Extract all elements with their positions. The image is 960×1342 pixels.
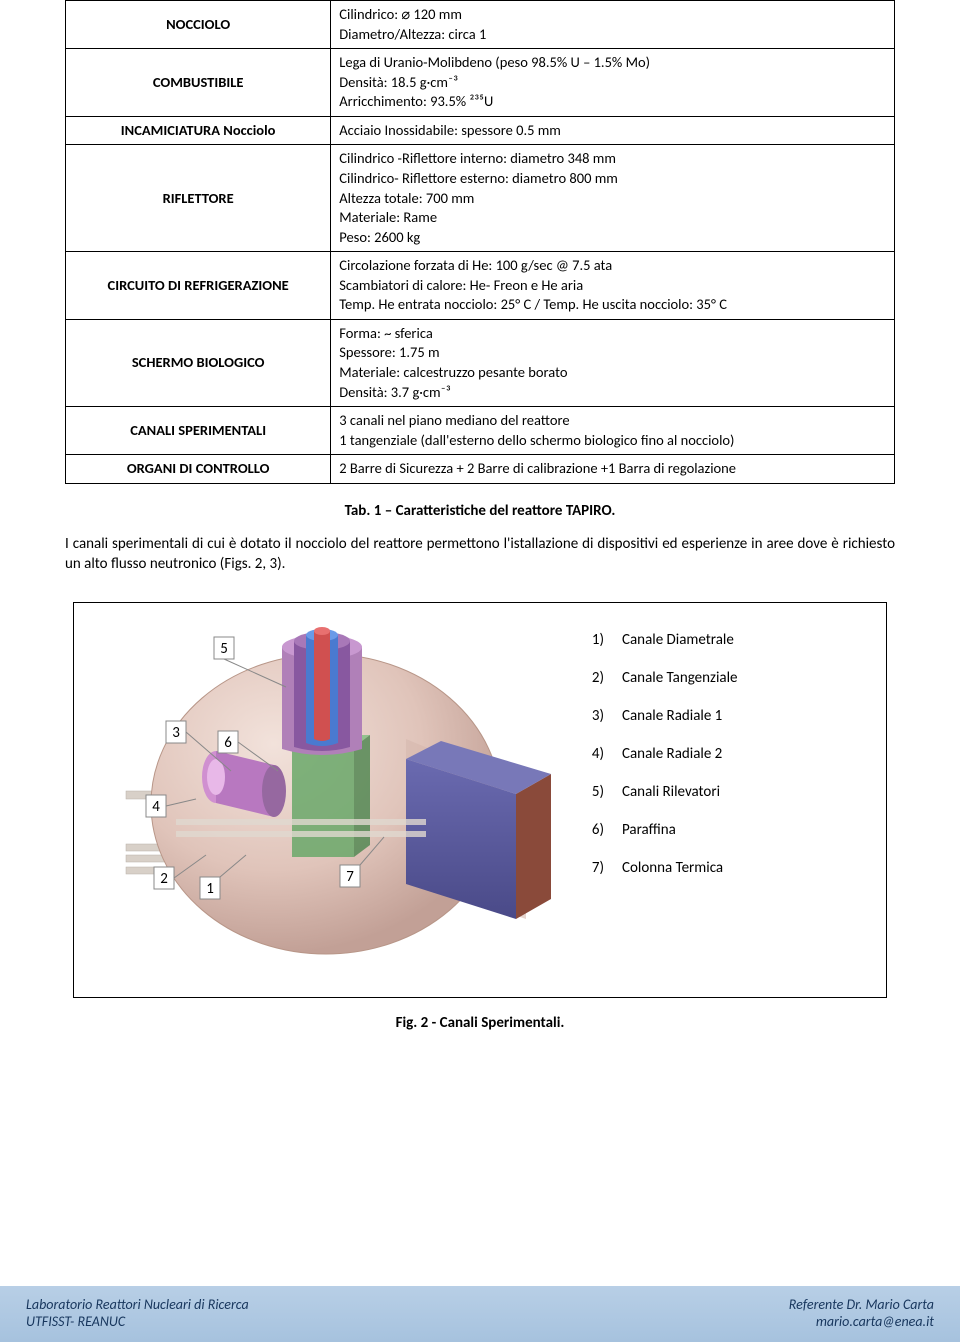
row-value: 3 canali nel piano mediano del reattore1… — [331, 407, 895, 455]
row-value: Cilindrico -Riflettore interno: diametro… — [331, 145, 895, 252]
figure-image: 5 3 6 4 2 1 7 — [96, 619, 556, 959]
row-label: CANALI SPERIMENTALI — [66, 407, 331, 455]
legend-label: Canali Rilevatori — [622, 783, 720, 801]
legend-item: 6) Paraffina — [586, 821, 738, 839]
legend-item: 1) Canale Diametrale — [586, 631, 738, 649]
row-label: SCHERMO BIOLOGICO — [66, 319, 331, 406]
figure-legend: 1) Canale Diametrale 2) Canale Tangenziale 3… — [586, 619, 738, 897]
footer-left-line1: Laboratorio Reattori Nucleari di Ricerca — [26, 1296, 249, 1313]
legend-label: Canale Tangenziale — [622, 669, 738, 687]
row-value: Acciaio Inossidabile: spessore 0.5 mm — [331, 116, 895, 145]
legend-item: 4) Canale Radiale 2 — [586, 745, 738, 763]
figure-caption: Fig. 2 - Canali Sperimentali. — [65, 1014, 895, 1032]
table-row: CIRCUITO DI REFRIGERAZIONECircolazione f… — [66, 252, 895, 320]
legend-item: 2) Canale Tangenziale — [586, 669, 738, 687]
row-value: Circolazione forzata di He: 100 g/sec @ … — [331, 252, 895, 320]
row-value: Forma: ~ sfericaSpessore: 1.75 mMaterial… — [331, 319, 895, 406]
footer-right-line2: mario.carta@enea.it — [789, 1313, 934, 1330]
svg-text:2: 2 — [160, 870, 168, 888]
table-row: SCHERMO BIOLOGICOForma: ~ sfericaSpessor… — [66, 319, 895, 406]
table-row: CANALI SPERIMENTALI3 canali nel piano me… — [66, 407, 895, 455]
table-caption: Tab. 1 – Caratteristiche del reattore TA… — [65, 502, 895, 520]
legend-item: 5) Canali Rilevatori — [586, 783, 738, 801]
legend-label: Canale Radiale 1 — [622, 707, 722, 725]
page-footer: Laboratorio Reattori Nucleari di Ricerca… — [0, 1286, 960, 1342]
row-label: COMBUSTIBILE — [66, 49, 331, 117]
legend-label: Paraffina — [622, 821, 676, 839]
legend-item: 7) Colonna Termica — [586, 859, 738, 877]
top-assembly — [282, 627, 362, 755]
spec-table: NOCCIOLOCilindrico: ⌀ 120 mmDiametro/Alt… — [65, 0, 895, 484]
row-label: ORGANI DI CONTROLLO — [66, 455, 331, 484]
row-label: INCAMICIATURA Nocciolo — [66, 116, 331, 145]
svg-text:7: 7 — [346, 868, 354, 886]
table-row: COMBUSTIBILELega di Uranio-Molibdeno (pe… — [66, 49, 895, 117]
figure-box: 5 3 6 4 2 1 7 1) Canale Diametrale 2) Canale Tang… — [73, 602, 887, 998]
svg-text:1: 1 — [206, 880, 214, 898]
row-value: Cilindrico: ⌀ 120 mmDiametro/Altezza: ci… — [331, 1, 895, 49]
legend-number: 6) — [586, 821, 604, 839]
table-row: ORGANI DI CONTROLLO2 Barre di Sicurezza … — [66, 455, 895, 484]
svg-text:5: 5 — [220, 640, 228, 658]
table-row: NOCCIOLOCilindrico: ⌀ 120 mmDiametro/Alt… — [66, 1, 895, 49]
footer-left-line2: UTFISST- REANUC — [26, 1313, 249, 1330]
legend-item: 3) Canale Radiale 1 — [586, 707, 738, 725]
legend-number: 5) — [586, 783, 604, 801]
row-label: CIRCUITO DI REFRIGERAZIONE — [66, 252, 331, 320]
body-paragraph: I canali sperimentali di cui è dotato il… — [65, 534, 895, 575]
legend-number: 3) — [586, 707, 604, 725]
legend-number: 4) — [586, 745, 604, 763]
legend-number: 1) — [586, 631, 604, 649]
legend-number: 7) — [586, 859, 604, 877]
svg-text:6: 6 — [224, 734, 232, 752]
table-row: RIFLETTORECilindrico -Riflettore interno… — [66, 145, 895, 252]
row-value: Lega di Uranio-Molibdeno (peso 98.5% U –… — [331, 49, 895, 117]
footer-right-line1: Referente Dr. Mario Carta — [789, 1296, 934, 1313]
legend-label: Colonna Termica — [622, 859, 723, 877]
legend-label: Canale Radiale 2 — [622, 745, 722, 763]
legend-label: Canale Diametrale — [622, 631, 734, 649]
row-value: 2 Barre di Sicurezza + 2 Barre di calibr… — [331, 455, 895, 484]
svg-text:3: 3 — [172, 724, 180, 742]
row-label: NOCCIOLO — [66, 1, 331, 49]
legend-number: 2) — [586, 669, 604, 687]
svg-text:4: 4 — [152, 798, 160, 816]
table-row: INCAMICIATURA NoccioloAcciaio Inossidabi… — [66, 116, 895, 145]
row-label: RIFLETTORE — [66, 145, 331, 252]
